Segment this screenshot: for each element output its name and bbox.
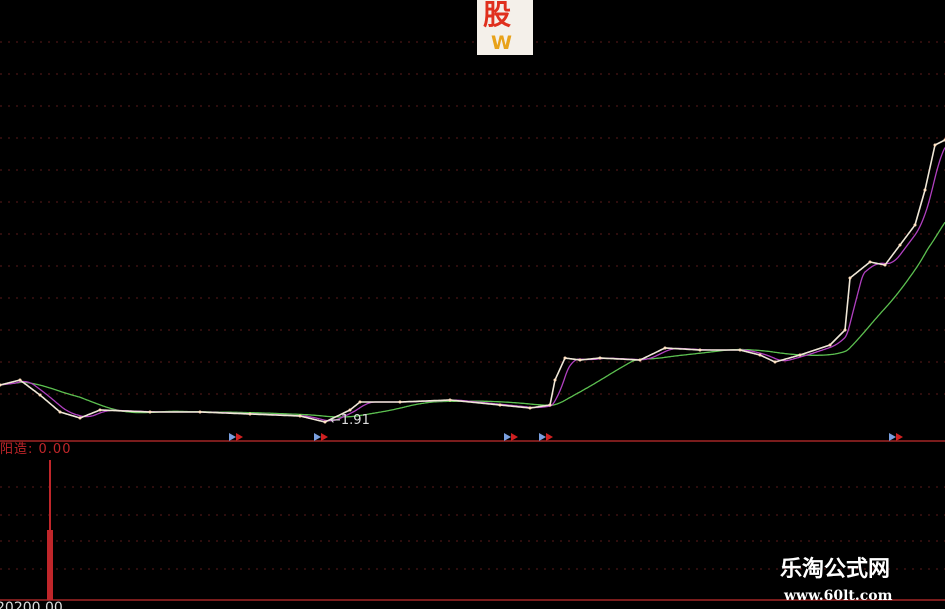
price-point xyxy=(798,353,802,357)
logo-char-top: 股 xyxy=(483,0,512,31)
price-point xyxy=(548,403,552,407)
ma-short-line xyxy=(0,147,945,422)
signal-marker-icon xyxy=(504,433,511,441)
price-point xyxy=(898,243,902,247)
price-point xyxy=(528,406,532,410)
logo-char-bottom: W xyxy=(491,32,512,54)
price-point xyxy=(848,276,852,280)
price-point xyxy=(148,410,152,414)
signal-marker-icon xyxy=(539,433,546,441)
price-point xyxy=(758,353,762,357)
price-point xyxy=(248,412,252,416)
indicator-value: 0.00 xyxy=(38,442,72,457)
low-price-label: ←1.91 xyxy=(330,413,370,428)
signal-marker-icon xyxy=(321,433,328,441)
price-point xyxy=(663,346,667,350)
price-point xyxy=(58,410,62,414)
price-point xyxy=(828,343,832,347)
price-point xyxy=(198,410,202,414)
price-point xyxy=(738,348,742,352)
signal-marker-icon xyxy=(546,433,553,441)
ma-long-line xyxy=(0,221,945,418)
price-point xyxy=(598,356,602,360)
price-point xyxy=(358,400,362,404)
signal-marker-icon xyxy=(511,433,518,441)
price-point xyxy=(933,143,937,147)
signal-marker-icon xyxy=(896,433,903,441)
indicator-label: 阳造: 0.00 xyxy=(0,442,72,457)
price-point xyxy=(298,414,302,418)
price-line xyxy=(0,139,945,423)
price-point xyxy=(843,328,847,332)
price-point xyxy=(638,358,642,362)
signal-marker-icon xyxy=(889,433,896,441)
price-point xyxy=(448,398,452,402)
indicator-name: 阳造 xyxy=(0,442,29,457)
price-point xyxy=(348,408,352,412)
price-point xyxy=(38,393,42,397)
price-point xyxy=(563,356,567,360)
price-point xyxy=(553,378,557,382)
signal-marker-icon xyxy=(236,433,243,441)
price-point xyxy=(883,263,887,267)
price-point xyxy=(698,348,702,352)
signal-marker-icon xyxy=(314,433,321,441)
low-price-value: 1.91 xyxy=(340,413,370,428)
price-point xyxy=(578,358,582,362)
price-point xyxy=(868,260,872,264)
price-point xyxy=(78,416,82,420)
price-point xyxy=(398,400,402,404)
price-point xyxy=(923,188,927,192)
watermark-title: 乐淘公式网 xyxy=(780,556,891,582)
price-point xyxy=(98,408,102,412)
indicator-bottom-value: 20200.00 xyxy=(0,600,63,609)
price-point xyxy=(0,383,2,387)
price-point xyxy=(323,420,327,424)
indicator-spike-bar xyxy=(47,530,53,600)
watermark-url: www.60lt.com xyxy=(784,588,893,604)
price-point xyxy=(773,360,777,364)
price-point xyxy=(18,378,22,382)
price-point xyxy=(498,403,502,407)
signal-marker-icon xyxy=(229,433,236,441)
price-point xyxy=(913,223,917,227)
